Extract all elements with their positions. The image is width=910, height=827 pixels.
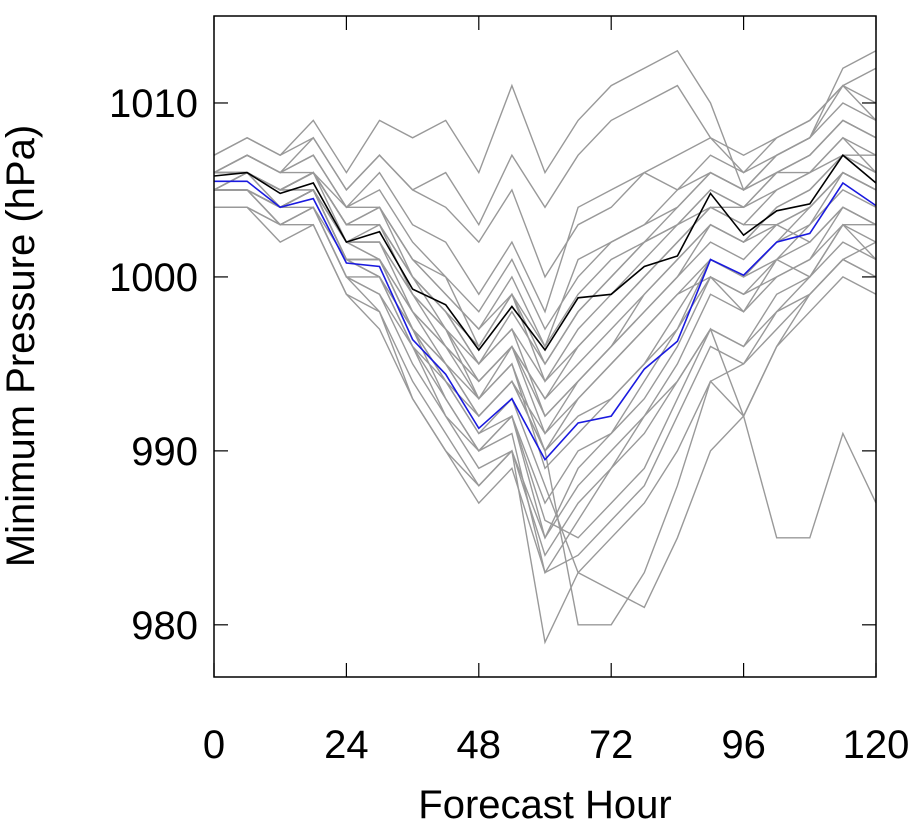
plot-frame bbox=[213, 15, 877, 678]
ensemble-member-line-31 bbox=[214, 171, 877, 436]
y-tick-label-1000: 1000 bbox=[109, 256, 198, 300]
tick-layer: 0 24 48 72 96 120 980 990 1000 1010 bbox=[109, 16, 909, 767]
y-tick-label-1010: 1010 bbox=[109, 82, 198, 126]
ensemble-member-line-16 bbox=[213, 84, 877, 279]
black-series-line bbox=[213, 154, 877, 352]
ensemble-member-line-23 bbox=[213, 154, 877, 348]
ensemble-member-line-10 bbox=[214, 206, 877, 575]
x-tick-label-48: 48 bbox=[457, 723, 502, 767]
ensemble-member-line-25 bbox=[214, 206, 877, 557]
x-tick-label-72: 72 bbox=[589, 723, 634, 767]
blue-series-line bbox=[214, 180, 877, 461]
y-tick-label-990: 990 bbox=[131, 430, 198, 474]
x-axis-title: Forecast Hour bbox=[418, 783, 671, 827]
ensemble-member-line-7 bbox=[214, 154, 877, 418]
x-tick-label-0: 0 bbox=[203, 723, 225, 767]
ensemble-member-line-6 bbox=[214, 188, 877, 453]
y-tick-label-980: 980 bbox=[131, 604, 198, 648]
x-tick-label-120: 120 bbox=[843, 723, 910, 767]
ensemble-member-line-28 bbox=[214, 171, 877, 645]
ensemble-member-line-19 bbox=[214, 154, 877, 418]
ensemble-member-line-17 bbox=[213, 102, 877, 366]
y-axis-title: Minimum Pressure (hPa) bbox=[0, 125, 43, 567]
x-tick-label-24: 24 bbox=[324, 723, 369, 767]
series-layer bbox=[213, 49, 877, 645]
ensemble-member-line-26 bbox=[214, 171, 877, 574]
ensemble-member-line-21 bbox=[214, 171, 877, 470]
ensemble-member-line-4 bbox=[213, 49, 877, 192]
ensemble-member-line-30 bbox=[214, 119, 877, 366]
ensemble-member-line-22 bbox=[214, 189, 876, 539]
ensemble-member-line-5 bbox=[213, 67, 877, 227]
x-tick-label-96: 96 bbox=[721, 723, 766, 767]
ensemble-member-line-29 bbox=[214, 189, 877, 540]
